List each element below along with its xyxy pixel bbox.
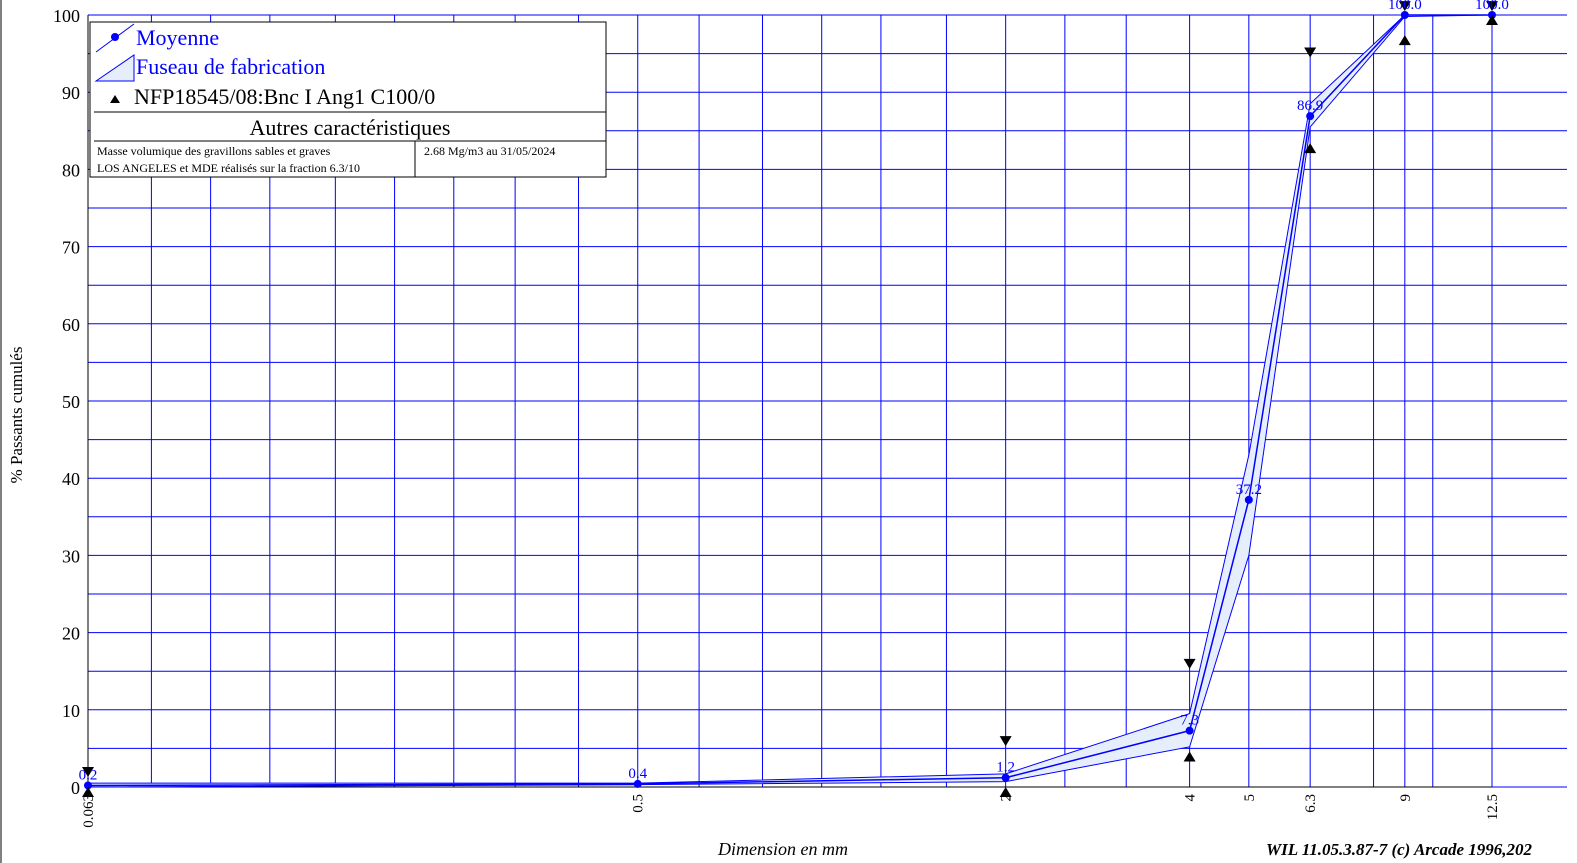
y-tick-label: 10: [62, 701, 80, 721]
characteristics-title: Autres caractéristiques: [250, 115, 451, 140]
legend-moyenne-dot: [111, 33, 119, 41]
legend-box: Moyenne Fuseau de fabrication NFP18545/0…: [89, 21, 607, 178]
x-tick-label: 6.3: [1303, 794, 1319, 813]
mean-series: [84, 11, 1496, 790]
spec-lower-marker: [999, 787, 1012, 797]
spec-lower-marker: [1486, 15, 1498, 25]
x-tick-label: 5: [1242, 794, 1258, 802]
y-tick-label: 80: [62, 160, 80, 180]
mean-point: [1185, 726, 1194, 735]
y-tick-label: 30: [62, 546, 80, 566]
y-tick-label: 90: [62, 83, 80, 103]
spec-markers: [82, 1, 1498, 797]
legend-fuseau-swatch: [94, 54, 135, 82]
band-upper-line: [88, 14, 1492, 784]
x-tick-label: 9: [1398, 794, 1414, 802]
x-axis-title: Dimension en mm: [717, 839, 848, 859]
x-tick-label: 12.5: [1485, 794, 1501, 820]
point-value-label: 0.4: [628, 766, 647, 782]
x-tick-label: 0.063: [81, 794, 97, 828]
spec-upper-marker: [1398, 1, 1411, 12]
x-tick-label: 2: [999, 794, 1015, 802]
point-value-label: 0.2: [79, 767, 98, 783]
spec-upper-marker: [1486, 1, 1498, 12]
chart-grid: [87, 14, 1567, 788]
legend-moyenne-label: Moyenne: [136, 25, 219, 50]
point-value-label: 100.0: [1475, 0, 1509, 13]
y-tick-label: 0: [71, 778, 80, 798]
characteristics-row1-value: 2.68 Mg/m3 au 31/05/2024: [424, 144, 555, 158]
mean-point: [84, 781, 92, 790]
characteristics-row2-label: LOS ANGELES et MDE réalisés sur la fract…: [97, 161, 360, 175]
spec-lower-marker: [1183, 751, 1196, 762]
spec-upper-marker: [1183, 658, 1196, 669]
characteristics-row1-label: Masse volumique des gravillons sables et…: [97, 144, 331, 158]
y-tick-label: 100: [53, 6, 80, 26]
y-tick-label: 70: [62, 238, 80, 258]
footer-credit: WIL 11.05.3.87-7 (c) Arcade 1996,202: [1266, 840, 1532, 859]
point-value-label: 100.0: [1388, 0, 1422, 13]
spec-lower-marker: [1398, 35, 1411, 46]
y-tick-label: 60: [62, 315, 80, 335]
y-tick-label: 50: [62, 392, 80, 412]
mean-point: [1306, 112, 1315, 121]
mean-point: [1400, 11, 1409, 19]
mean-line: [87, 14, 1492, 787]
mean-point: [1001, 773, 1010, 782]
production-band: [87, 14, 1493, 788]
y-tick-label: 20: [62, 624, 80, 644]
spec-upper-marker: [1304, 47, 1317, 58]
spec-upper-marker: [999, 736, 1012, 747]
legend-frame: [89, 21, 607, 178]
mean-point: [1244, 495, 1253, 504]
legend-spec-label: NFP18545/08:Bnc I Ang1 C100/0: [134, 84, 435, 109]
x-axis-ticks: 0.063 0.5 2 4 5 6.3 9 12.5: [81, 794, 1501, 828]
point-labels: 0.2 0.4 1.2 7.3 37.2 86.9 100.0 100.0: [79, 0, 1509, 783]
y-tick-label: 40: [62, 469, 80, 489]
spec-lower-marker: [1304, 143, 1317, 154]
point-value-label: 86.9: [1297, 98, 1323, 114]
band-lower-line: [87, 14, 1493, 788]
legend-fuseau-label: Fuseau de fabrication: [136, 54, 325, 79]
x-tick-label: 4: [1183, 794, 1199, 802]
mean-point: [633, 779, 642, 788]
spec-upper-marker: [82, 766, 94, 777]
spec-lower-marker: [82, 787, 94, 797]
point-value-label: 7.3: [1180, 713, 1199, 729]
y-axis-title: % Passants cumulés: [7, 347, 26, 484]
legend-spec-triangle-icon: [110, 95, 120, 103]
y-axis-ticks: 0 10 20 30 40 50 60 70 80 90 100: [53, 6, 80, 798]
point-value-label: 37.2: [1236, 482, 1262, 498]
x-tick-label: 0.5: [631, 794, 647, 813]
point-value-label: 1.2: [996, 760, 1015, 776]
